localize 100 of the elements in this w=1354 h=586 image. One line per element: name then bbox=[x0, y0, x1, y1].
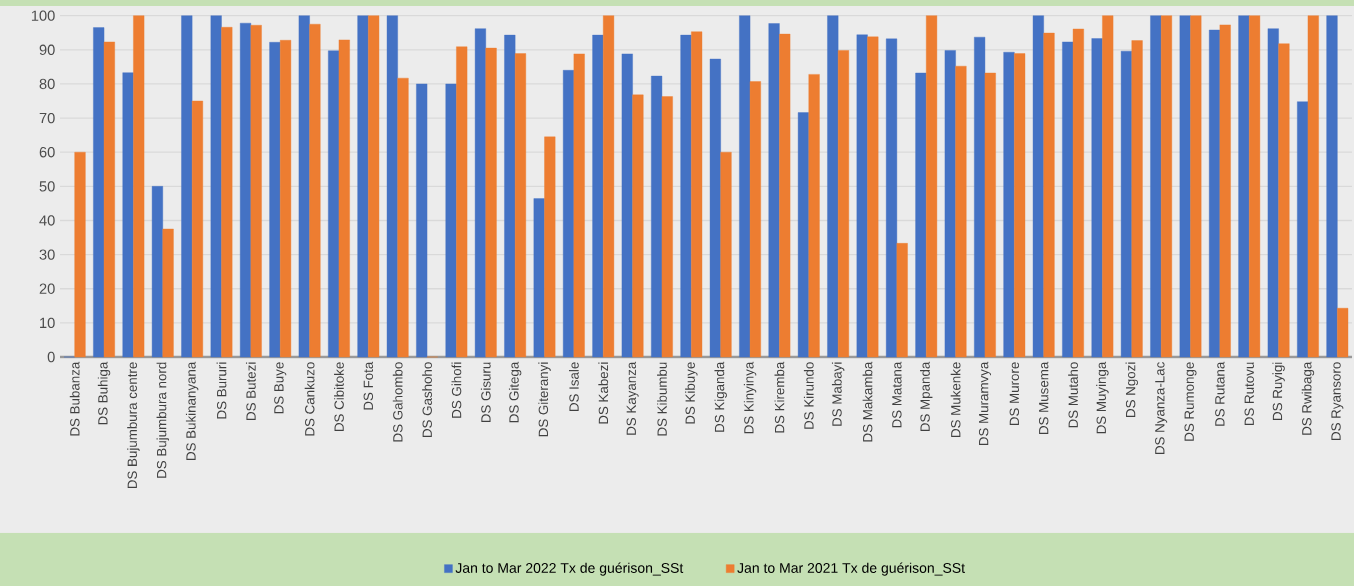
x-tick-label: DS Kibumbu bbox=[657, 362, 667, 436]
x-tick-label: DS Ryansoro bbox=[1331, 362, 1344, 440]
x-tick-label: DS Cibitoke bbox=[334, 362, 344, 432]
x-tick-label: DS Mutaho bbox=[1068, 362, 1078, 428]
x-tick-label: DS Rwibaga bbox=[1301, 361, 1315, 435]
y-tick-label: 100 bbox=[31, 10, 55, 21]
y-tick-label: 30 bbox=[39, 249, 55, 260]
x-tick-label: DS Ruyigi bbox=[1272, 362, 1285, 420]
bar bbox=[474, 28, 486, 358]
x-tick-label: DS Kirundo bbox=[803, 362, 814, 429]
x-tick-label: DS Ngozi bbox=[1125, 362, 1138, 417]
bar bbox=[1267, 28, 1279, 358]
bar bbox=[386, 15, 398, 358]
bar bbox=[240, 22, 252, 358]
x-tick-label: DS Mabayi bbox=[831, 362, 845, 426]
bar bbox=[338, 39, 350, 358]
x-tick-label: DS Mpanda bbox=[920, 361, 933, 432]
x-tick-label: DS Rutovu bbox=[1244, 362, 1254, 426]
x-tick-label: DS Mukenke bbox=[950, 362, 961, 437]
bar bbox=[621, 53, 633, 358]
x-tick-label: DS Bururi bbox=[216, 362, 227, 419]
bar bbox=[1150, 15, 1162, 358]
legend-label: Jan to Mar 2022 Tx de guérison_SSt bbox=[455, 562, 684, 576]
y-tick-label: 40 bbox=[39, 215, 55, 226]
x-tick-label: DS Bujumbura centre bbox=[127, 362, 140, 489]
x-tick-label: DS Rutana bbox=[1215, 361, 1225, 426]
bar bbox=[1326, 15, 1338, 358]
x-tick-label: DS Kinyinya bbox=[743, 361, 757, 434]
x-tick-label: DS Muramvya bbox=[978, 361, 991, 446]
bar bbox=[456, 46, 468, 358]
bar bbox=[563, 70, 575, 358]
bar bbox=[768, 23, 780, 358]
x-tick-label: DS Gisuru bbox=[480, 362, 491, 423]
bar bbox=[162, 228, 174, 358]
bar bbox=[944, 50, 956, 358]
bar bbox=[1307, 15, 1319, 358]
bar bbox=[797, 112, 809, 358]
x-tick-label: DS Matana bbox=[892, 361, 902, 428]
bar bbox=[592, 34, 604, 358]
bar bbox=[93, 27, 105, 358]
bar bbox=[1238, 15, 1250, 358]
bar bbox=[1297, 101, 1309, 358]
bar bbox=[1160, 15, 1173, 358]
bar bbox=[1179, 15, 1191, 358]
x-tick-label: DS Buye bbox=[274, 362, 287, 414]
bar bbox=[514, 53, 527, 358]
bar bbox=[181, 15, 193, 358]
bar bbox=[280, 40, 292, 358]
x-tick-label: DS Nyanza-Lac bbox=[1155, 362, 1168, 454]
bar bbox=[926, 15, 938, 358]
bar bbox=[955, 65, 967, 358]
bar bbox=[151, 186, 163, 358]
bar bbox=[191, 100, 203, 358]
y-tick-label: 50 bbox=[39, 181, 55, 192]
bar bbox=[103, 41, 115, 358]
x-tick-label: DS Giteranyi bbox=[538, 362, 551, 437]
x-tick-label: DS Murore bbox=[1009, 362, 1020, 426]
x-tick-label: DS Kabezi bbox=[598, 362, 609, 424]
bar bbox=[1131, 40, 1143, 358]
bar bbox=[632, 94, 644, 358]
x-tick-label: DS Butezi bbox=[245, 362, 256, 420]
bar bbox=[1219, 24, 1231, 358]
y-tick-label: 90 bbox=[39, 44, 55, 55]
bar bbox=[1062, 41, 1074, 358]
bar bbox=[856, 34, 868, 358]
bar bbox=[1337, 307, 1349, 358]
legend-label: Jan to Mar 2021 Tx de guérison_SSt bbox=[737, 562, 965, 576]
bar bbox=[1014, 53, 1026, 358]
bar bbox=[709, 58, 721, 358]
x-tick-label: DS Kibuye bbox=[685, 362, 698, 424]
bar bbox=[896, 243, 908, 358]
bar bbox=[221, 27, 233, 358]
bar bbox=[328, 50, 340, 358]
bar bbox=[974, 36, 986, 358]
bar bbox=[680, 34, 692, 358]
bar bbox=[1278, 43, 1290, 358]
x-tick-label: DS Buhiga bbox=[97, 361, 111, 425]
bar bbox=[133, 15, 145, 358]
bar bbox=[691, 31, 703, 358]
bar bbox=[779, 33, 791, 358]
bar bbox=[1032, 15, 1044, 358]
bar bbox=[915, 72, 927, 358]
bar bbox=[827, 15, 839, 358]
bar bbox=[357, 15, 369, 358]
bar bbox=[808, 74, 820, 358]
bar bbox=[1003, 51, 1015, 358]
y-tick-label: 70 bbox=[39, 112, 55, 124]
x-tick-label: DS Gashoho bbox=[422, 362, 432, 437]
bar bbox=[1072, 28, 1084, 358]
bar bbox=[867, 36, 879, 358]
bar bbox=[210, 15, 222, 358]
bar bbox=[720, 152, 732, 358]
bar bbox=[749, 81, 761, 358]
bar bbox=[1209, 29, 1221, 358]
bar bbox=[1043, 32, 1055, 358]
bar bbox=[485, 47, 497, 358]
bar bbox=[1091, 38, 1103, 358]
x-tick-label: DS Muyinga bbox=[1096, 361, 1109, 434]
bar bbox=[886, 38, 898, 358]
y-tick-label: 60 bbox=[39, 147, 55, 158]
